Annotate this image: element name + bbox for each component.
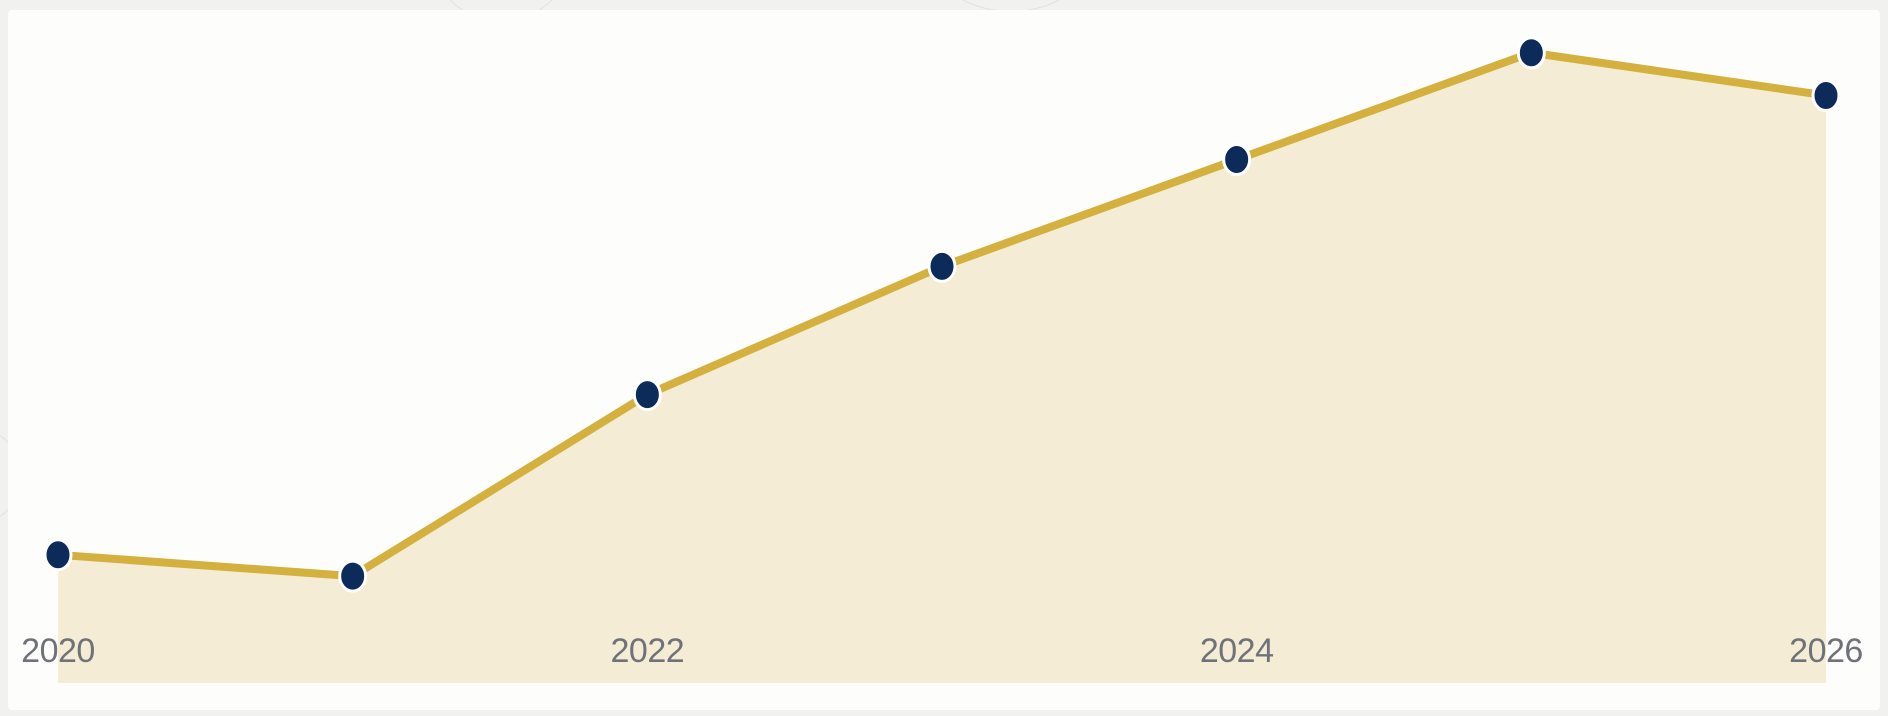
data-point-marker[interactable] — [632, 378, 662, 412]
data-point-marker[interactable] — [43, 538, 73, 572]
x-axis-tick-labels: 2020 2022 2024 2026 — [21, 632, 1863, 670]
marker-layer — [43, 36, 1841, 593]
data-point-marker[interactable] — [1516, 36, 1546, 70]
x-tick-label: 2020 — [21, 632, 95, 670]
x-tick-label: 2024 — [1200, 632, 1274, 670]
data-point-marker[interactable] — [338, 559, 368, 593]
series-area — [58, 52, 1826, 683]
data-point-marker[interactable] — [1811, 78, 1841, 112]
area-layer — [58, 52, 1826, 683]
data-point-marker[interactable] — [927, 249, 957, 283]
x-tick-label: 2026 — [1789, 632, 1863, 670]
data-point-marker[interactable] — [1222, 143, 1252, 177]
x-tick-label: 2022 — [611, 632, 685, 670]
